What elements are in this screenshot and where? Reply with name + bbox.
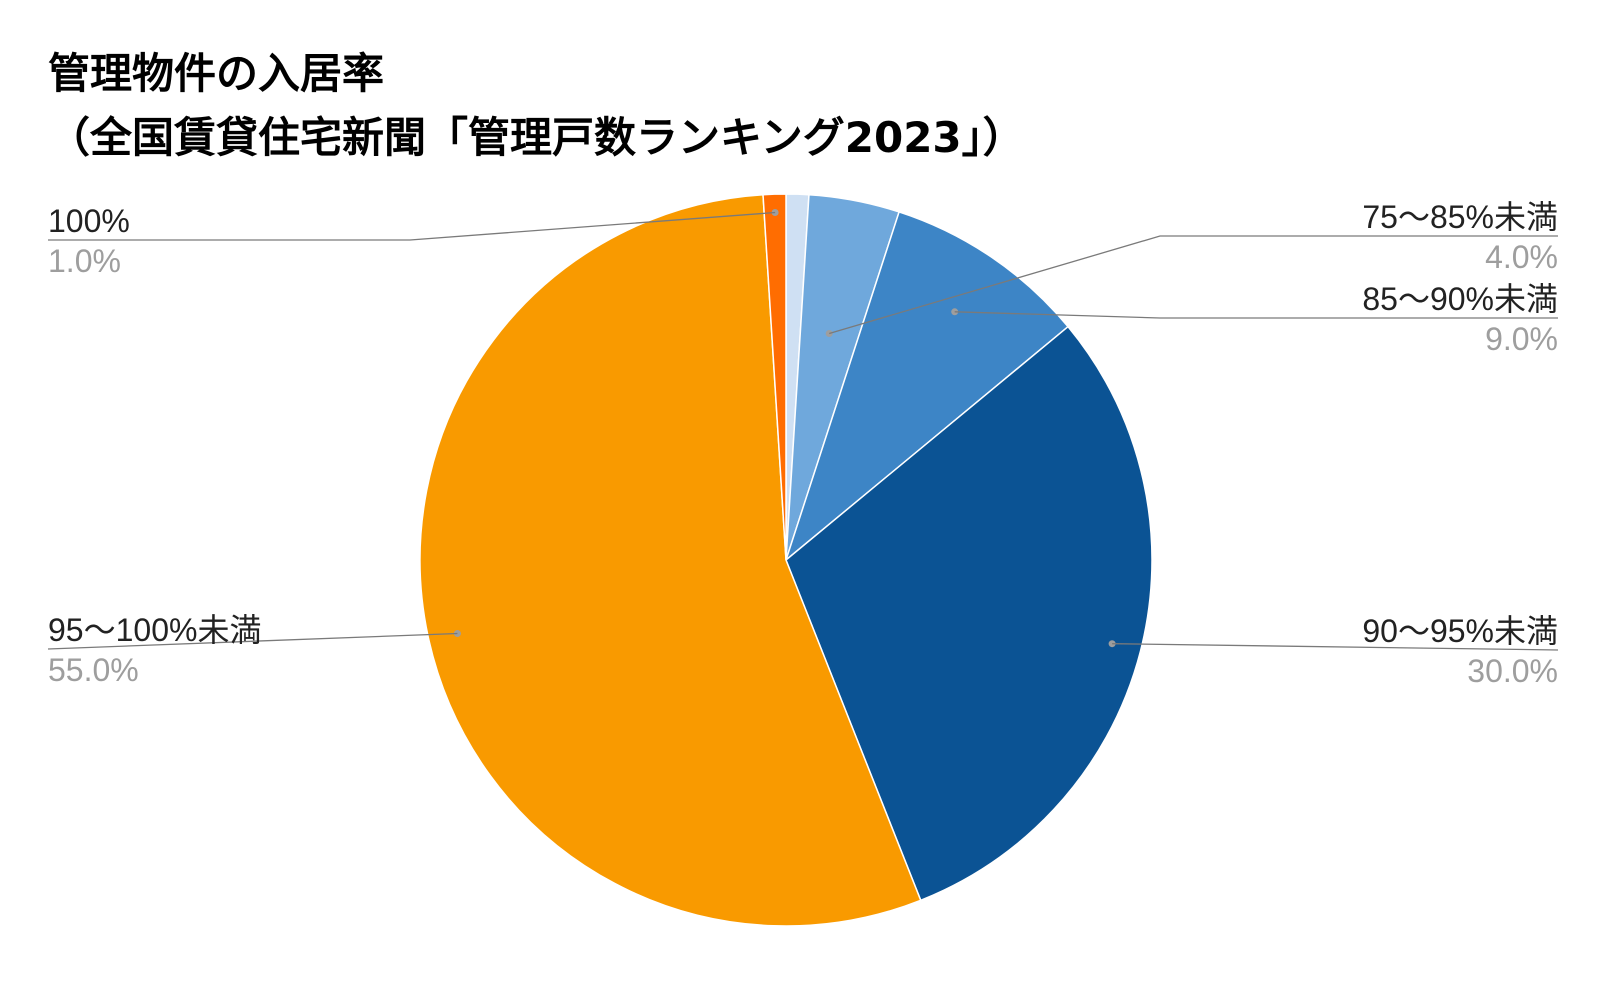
chart-subtitle: （全国賃貸住宅新聞「管理戸数ランキング2023」） [48,113,1025,162]
slice-label: 100% [48,203,130,239]
leader-line [954,311,1558,319]
slice-value-label: 1.0% [48,243,121,279]
slice-labels: 75〜85%未満 4.0% 85〜90%未満 9.0% 90〜95%未満 30.0% 95〜… [47,199,1559,689]
pie-slice [784,210,1070,563]
slice-value-label: 4.0% [1485,239,1558,275]
slice-label: 85〜90%未満 [1362,281,1558,317]
chart-title: 管理物件の入居率 [48,49,384,98]
pie-slice [419,193,922,927]
leader-line [1112,643,1559,651]
pie-slice [785,325,1153,902]
slice-label: 90〜95%未満 [1362,613,1558,649]
pie-slices [419,193,1153,927]
pie-slice [762,193,787,561]
slice-value-label: 9.0% [1485,321,1558,357]
slice-value-label: 30.0% [1467,653,1558,689]
leader-line [47,632,458,650]
slice-label: 75〜85%未満 [1362,199,1558,235]
leader-line [829,235,1558,335]
slice-label: 95〜100%未満 [48,612,261,648]
leader-line [48,211,776,241]
slice-value-label: 55.0% [48,652,139,688]
